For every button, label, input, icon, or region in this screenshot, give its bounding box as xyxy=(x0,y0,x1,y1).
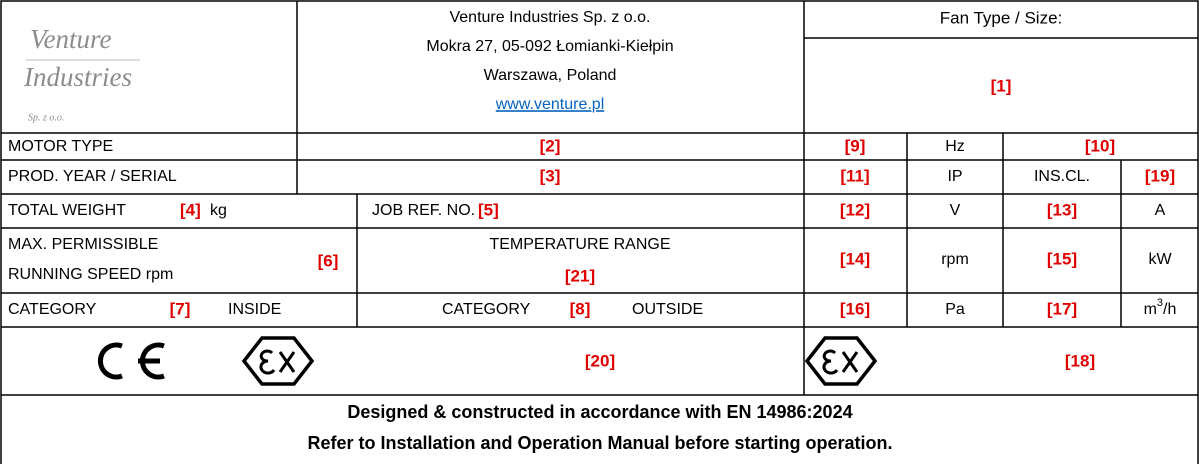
ce-mark xyxy=(98,342,165,380)
field: [14] xyxy=(840,249,870,268)
field: [9] xyxy=(845,136,866,155)
label: CATEGORY xyxy=(8,301,97,318)
field: [17] xyxy=(1047,299,1077,318)
label: JOB REF. NO. xyxy=(372,202,475,219)
footer-line: Designed & constructed in accordance wit… xyxy=(347,402,852,422)
ce-c xyxy=(98,342,123,380)
unit: m3/h xyxy=(1144,297,1177,318)
field: [13] xyxy=(1047,200,1077,219)
footer-line: Refer to Installation and Operation Manu… xyxy=(307,433,892,453)
label: INS.CL. xyxy=(1034,168,1090,185)
field: [8] xyxy=(570,299,591,318)
label: OUTSIDE xyxy=(632,301,703,318)
website-link[interactable]: www.venture.pl xyxy=(495,96,605,113)
field: [20] xyxy=(585,351,615,370)
label: CATEGORY xyxy=(442,301,531,318)
ce-e xyxy=(138,342,165,380)
field: [6] xyxy=(318,251,339,270)
label: TOTAL WEIGHT xyxy=(8,202,126,219)
field: [16] xyxy=(840,299,870,318)
label: MOTOR TYPE xyxy=(8,138,113,155)
ex-mark xyxy=(241,336,315,386)
field: [18] xyxy=(1065,351,1095,370)
logo-text: Industries xyxy=(23,62,132,92)
label: INSIDE xyxy=(228,301,281,318)
company: Venture Industries Sp. z o.o. xyxy=(449,9,650,26)
ex-glyph xyxy=(259,349,296,375)
unit: Pa xyxy=(945,301,965,318)
city: Warszawa, Poland xyxy=(484,67,617,84)
unit: rpm xyxy=(941,251,969,268)
unit-exponent: 3 xyxy=(1157,297,1163,309)
unit: V xyxy=(950,202,961,219)
ex-outline xyxy=(804,336,878,386)
field: [2] xyxy=(540,136,561,155)
unit-part: m xyxy=(1144,301,1157,318)
unit-part: /h xyxy=(1163,301,1176,318)
field: [7] xyxy=(170,299,191,318)
field: [4] xyxy=(180,200,201,219)
fan-type-label: Fan Type / Size: xyxy=(940,8,1063,27)
unit: kg xyxy=(210,202,227,219)
field: [10] xyxy=(1085,136,1115,155)
field: [21] xyxy=(565,266,595,285)
ex-mark xyxy=(804,336,878,386)
field: [19] xyxy=(1145,166,1175,185)
label: TEMPERATURE RANGE xyxy=(489,236,670,253)
unit: kW xyxy=(1148,251,1172,268)
logo-text: Venture xyxy=(30,24,111,54)
label: PROD. YEAR / SERIAL xyxy=(8,168,177,185)
field: [3] xyxy=(540,166,561,185)
field: [5] xyxy=(478,200,499,219)
unit: Hz xyxy=(945,138,965,155)
ex-outline xyxy=(241,336,315,386)
label: RUNNING SPEED rpm xyxy=(8,266,173,283)
field: [1] xyxy=(991,76,1012,95)
field: [15] xyxy=(1047,249,1077,268)
ex-glyph xyxy=(822,349,859,375)
field: [12] xyxy=(840,200,870,219)
unit: A xyxy=(1155,202,1166,219)
unit: IP xyxy=(947,168,962,185)
field: [11] xyxy=(840,166,869,185)
logo-text: Sp. z o.o. xyxy=(28,112,64,123)
address: Mokra 27, 05-092 Łomianki-Kiełpin xyxy=(426,38,673,55)
label: MAX. PERMISSIBLE xyxy=(8,236,158,253)
